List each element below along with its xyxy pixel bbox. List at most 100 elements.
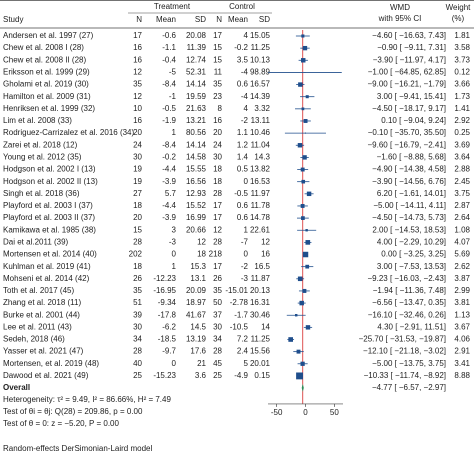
wmd-label: −4.60 [ −16.63, 7.43] [372,31,446,40]
effect-box [300,361,305,366]
cell-sd1: 13.19 [186,335,207,344]
cell-n2: 37 [213,310,222,319]
effect-box [304,72,306,73]
wmd-label: −12.10 [ −21.18, −3.02] [363,347,446,356]
study-label: Rodriguez-Carrizalez et al. 2016 (34) [3,128,135,137]
study-label: Playford et al. 2003 II (37) [3,213,95,222]
cell-mean2: -2 [241,262,249,271]
cell-mean2: -7 [241,237,249,246]
effect-box [302,45,308,51]
cell-mean2: 7.2 [237,335,249,344]
cell-mean1: -4.4 [162,201,176,210]
cell-n2: 11 [214,68,223,77]
note: Test of θ = 0: z = −5.20, P = 0.00 [3,419,119,428]
cell-sd2: 11.78 [251,201,271,210]
cell-mean1: -16.95 [153,286,176,295]
weight-label: 2.62 [454,262,470,271]
cell-n2: 35 [213,80,222,89]
cell-sd1: 19.59 [186,92,207,101]
cell-n2: 45 [213,359,222,368]
weight-label: 3.66 [454,80,470,89]
weight-label: 2.64 [454,213,470,222]
cell-sd1: 16.56 [186,177,207,186]
effect-box [297,143,303,148]
cell-sd1: 12 [197,237,206,246]
header-wmd: WMD [390,3,410,12]
x-tick-label: 0 [303,408,308,417]
study-label: Playford et al. 2003 I (37) [3,201,93,210]
wmd-label: 6.20 [ −1.61, 14.01] [377,189,446,198]
cell-mean1: -0.5 [162,104,176,113]
cell-mean2: 1.2 [237,140,249,149]
weight-label: 5.69 [454,250,470,259]
study-label: Lee et al. 2011 (43) [3,322,72,331]
cell-mean2: -4.9 [234,371,248,380]
weight-label: 1.41 [454,104,470,113]
cell-sd1: 20.66 [186,225,207,234]
cell-sd2: 20.01 [250,359,271,368]
cell-n1: 51 [133,298,142,307]
cell-mean2: 4 [244,104,249,113]
cell-n1: 34 [133,335,142,344]
cell-sd1: 14.5 [190,322,206,331]
overall-diamond [301,383,304,392]
cell-n1: 20 [133,128,142,137]
wmd-label: −5.00 [ −14.11, 4.11] [373,201,446,210]
cell-mean2: -2.78 [230,298,249,307]
weight-label: 3.73 [454,55,470,64]
cell-sd2: 10.46 [250,128,271,137]
cell-n1: 28 [133,237,142,246]
cell-n1: 27 [133,189,142,198]
x-tick-label: -50 [271,408,283,417]
cell-sd2: 10.13 [250,55,271,64]
cell-n2: 23 [213,92,222,101]
note: Heterogeneity: τ² = 9.49, I² = 86.66%, H… [3,395,171,404]
cell-mean1: 0 [172,250,177,259]
cell-mean2: -4 [241,92,249,101]
cell-n1: 39 [133,310,142,319]
cell-sd2: 30.46 [250,310,271,319]
wmd-label: −25.70 [ −31.53, −19.87] [359,335,446,344]
header-weight: Weight [446,3,472,12]
cell-sd1: 14.14 [186,80,207,89]
effect-box [288,337,293,342]
wmd-label: 4.00 [ −2.29, 10.29] [377,237,446,246]
cell-mean2: 0 [244,250,249,259]
cell-sd1: 11.39 [187,43,207,52]
weight-label: 8.88 [454,371,470,380]
effect-box [305,229,308,232]
weight-label: 2.87 [454,201,470,210]
cell-mean2: 0.5 [237,165,249,174]
effect-box [300,167,305,172]
cell-mean2: 1.1 [237,128,249,137]
study-label: Gholami et al. 2019 (30) [3,80,89,89]
effect-box [302,251,309,258]
cell-mean1: -0.4 [162,55,176,64]
cell-sd1: 18 [197,250,206,259]
cell-n1: 30 [133,322,142,331]
cell-n1: 35 [133,80,142,89]
cell-mean2: 5 [244,359,249,368]
cell-sd2: 11.87 [251,274,271,283]
cell-sd2: 11.25 [251,335,271,344]
cell-n1: 40 [133,359,142,368]
cell-mean1: -9.7 [162,347,176,356]
header-treatment: Treatment [154,2,191,11]
weight-label: 1.81 [454,31,470,40]
cell-mean2: 1 [244,225,249,234]
cell-mean1: -4.4 [162,165,176,174]
effect-box [294,313,298,317]
footer: Random-effects DerSimonian-Laird model [3,444,152,453]
cell-mean2: 0.6 [237,213,249,222]
effect-box [296,372,303,380]
wmd-label: −0.90 [ −9.11, 7.31] [377,43,446,52]
cell-n2: 17 [213,262,222,271]
cell-n1: 16 [133,116,142,125]
cell-sd2: 11.04 [251,140,271,149]
cell-mean2: -2 [241,116,249,125]
study-label: Zarei et al. 2018 (12) [3,140,78,149]
cell-sd2: 22.61 [250,225,271,234]
cell-n1: 19 [133,177,142,186]
wmd-label: 0.00 [ −3.25, 3.25] [381,250,446,259]
